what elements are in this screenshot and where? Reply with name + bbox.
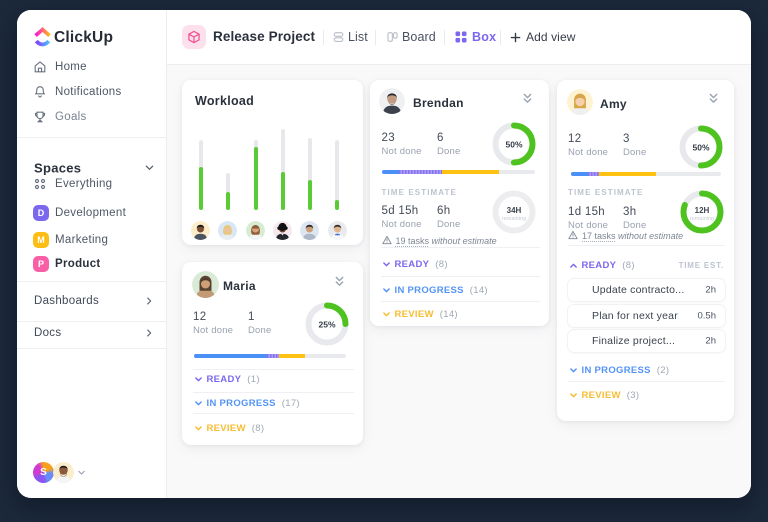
svg-text:50%: 50% — [505, 139, 522, 149]
svg-text:12H: 12H — [695, 206, 710, 215]
svg-text:34H: 34H — [507, 206, 522, 215]
svg-text:remaining: remaining — [690, 216, 714, 222]
svg-text:25%: 25% — [318, 319, 335, 329]
svg-text:50%: 50% — [692, 142, 709, 152]
svg-text:remaining: remaining — [502, 216, 526, 222]
